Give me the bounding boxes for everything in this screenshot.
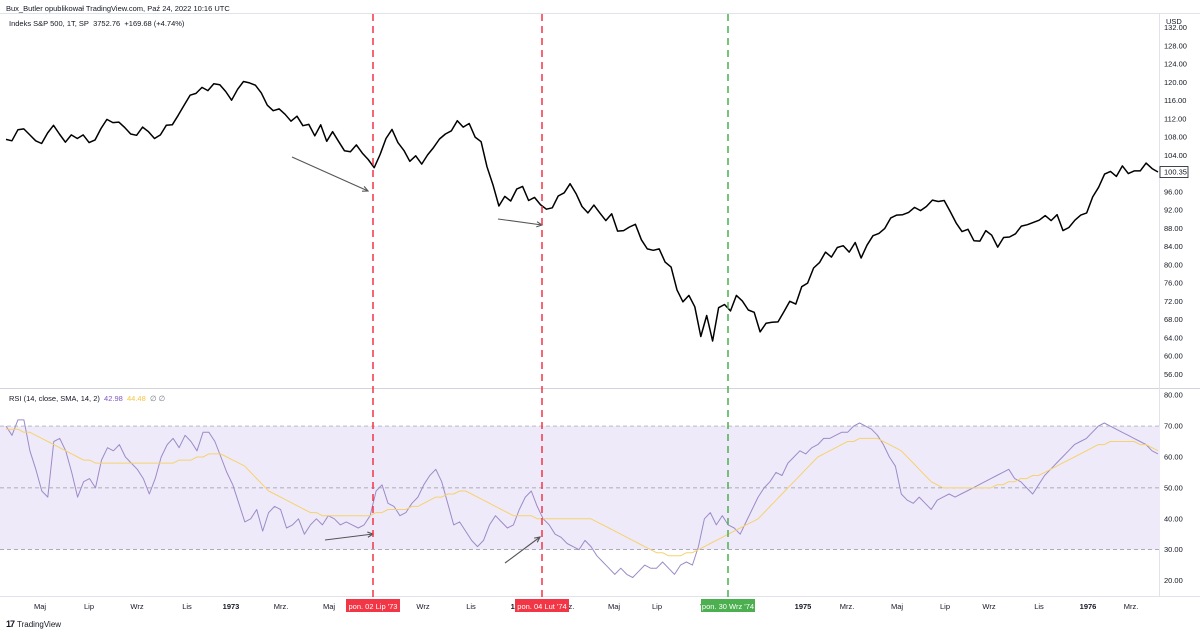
rsi-tick-label: 70.00 [1164,422,1183,431]
rsi-tick-label: 30.00 [1164,545,1183,554]
time-tick-label: Maj [323,602,335,611]
price-tick-label: 72.00 [1164,297,1183,306]
time-tick-label: Wrz [130,602,143,611]
arrow-annotation-line [324,533,374,541]
rsi-legend-ma-value: 44.48 [127,394,146,403]
rsi-tick-label: 20.00 [1164,576,1183,585]
tradingview-logo-text: TradingView [17,619,62,629]
time-tick-label: Lis [466,602,476,611]
price-tick-label: 124.00 [1164,60,1187,69]
time-tick-label: Mrz. [274,602,289,611]
time-tick-label: Lis [182,602,192,611]
time-tick-label: Mrz. [1124,602,1139,611]
rsi-line [5,419,1159,578]
publisher-caption: Bux_Butler opublikował TradingView.com, … [6,4,230,13]
grid-layer [0,13,1200,597]
time-tick-label: 1975 [795,602,812,611]
time-tick-label: Wrz [416,602,429,611]
main-legend-close: 3752.76 [93,19,121,28]
arrow-annotation-head [534,536,542,543]
price-tick-label: 56.00 [1164,370,1183,379]
price-tick-label: 128.00 [1164,41,1187,50]
price-tick-label: 112.00 [1164,114,1186,123]
price-tick-label: 132.00 [1164,23,1187,32]
rsi-legend-title[interactable]: RSI (14, close, SMA, 14, 2) [9,394,100,403]
time-tick-label: Maj [608,602,620,611]
rsi-legend: RSI (14, close, SMA, 14, 2) 42.98 44.48 … [9,394,165,403]
time-tick-label: Maj [34,602,46,611]
price-line [5,80,1159,342]
main-legend-title[interactable]: Indeks S&P 500, 1T, SP [9,19,89,28]
time-tick-label: Lip [652,602,662,611]
arrow-annotation-line [504,536,541,564]
marker-time-label: pon. 30 Wrz '74 [702,602,754,611]
price-tick-label: 68.00 [1164,315,1183,324]
marker-time-label: pon. 02 Lip '73 [349,602,398,611]
arrow-annotation-head [361,186,370,192]
series-layer [5,80,1159,578]
price-tick-label: 108.00 [1164,133,1187,142]
tradingview-logo-icon: 17 [6,619,15,629]
arrow-annotation-line [291,156,369,192]
main-legend: Indeks S&P 500, 1T, SP 3752.76 +169.68 (… [9,19,184,28]
rsi-legend-hide-icon[interactable]: ∅ [149,394,157,403]
rsi-tick-label: 60.00 [1164,452,1183,461]
marker-time-label-bg [346,599,400,612]
marker-time-label: pon. 04 Lut '74 [517,602,566,611]
price-tick-label: 92.00 [1164,206,1183,215]
rsi-tick-label: 80.00 [1164,391,1183,400]
marker-time-label-bg [515,599,569,612]
rsi-tick-label: 40.00 [1164,514,1183,523]
price-tick-label: 96.00 [1164,187,1183,196]
time-tick-label: Lip [84,602,94,611]
price-tick-label: 116.00 [1164,96,1186,105]
price-tick-label: 80.00 [1164,260,1183,269]
time-tick-label: Lis [1034,602,1044,611]
time-tick-label: Mrz. [840,602,855,611]
rsi-tick-label: 50.00 [1164,483,1183,492]
time-tick-label: Wrz [982,602,995,611]
price-tick-label: 60.00 [1164,352,1183,361]
price-tick-label: 64.00 [1164,333,1183,342]
marker-lines [372,14,729,598]
last-price-tag [1159,166,1189,178]
time-tick-label: 1973 [223,602,240,611]
rsi-legend-value: 42.98 [104,394,123,403]
price-tick-label: 88.00 [1164,224,1183,233]
price-axis-currency: USD [1166,17,1182,26]
time-tick-label: Lip [940,602,950,611]
last-price-label: 100.35 [1164,168,1187,177]
price-tick-label: 84.00 [1164,242,1183,251]
rsi-legend-hide-icon-2[interactable]: ∅ [158,394,166,403]
price-tick-label: 104.00 [1164,151,1187,160]
main-legend-change: +169.68 (+4.74%) [124,19,185,28]
time-tick-label: 1976 [1080,602,1097,611]
price-tick-label: 120.00 [1164,78,1187,87]
rsi-ma-line [6,428,1159,557]
price-tick-label: 76.00 [1164,279,1183,288]
time-tick-label: Maj [891,602,903,611]
tradingview-logo: 17 TradingView [6,619,61,629]
marker-time-label-bg [701,599,755,612]
arrow-annotation-line [497,218,543,226]
